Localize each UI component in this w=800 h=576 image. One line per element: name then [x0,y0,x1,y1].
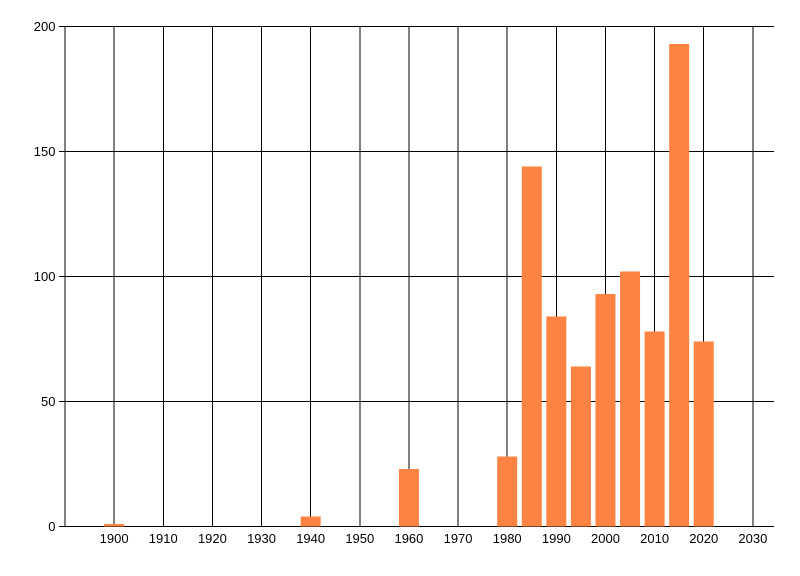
x-tick-label-1960: 1960 [394,531,423,546]
x-tick-label-1990: 1990 [542,531,571,546]
y-tick-label-50: 50 [41,394,55,409]
x-tick-label-2020: 2020 [689,531,718,546]
bars [104,44,714,527]
bar-1900 [104,524,125,527]
bar-1940 [300,516,321,527]
bar-1995 [570,366,591,527]
gridlines [59,26,774,527]
x-tick-label-1970: 1970 [444,531,473,546]
x-tick-label-2010: 2010 [640,531,669,546]
bar-1990 [546,316,567,527]
bar-2010 [644,331,665,527]
bar-2015 [669,44,690,527]
bar-1960 [398,469,419,527]
y-tick-label-200: 200 [34,19,56,34]
y-tick-label-150: 150 [34,144,56,159]
bar-2020 [693,341,714,527]
x-tick-label-2030: 2030 [738,531,767,546]
x-tick-label-2000: 2000 [591,531,620,546]
x-tick-label-1940: 1940 [296,531,325,546]
x-tick-label-1920: 1920 [198,531,227,546]
tick-labels: 0 50 100 150 200 1900 1910 1920 1930 1940 1950 1960… [34,19,768,546]
x-tick-label-1980: 1980 [493,531,522,546]
y-tick-label-0: 0 [48,519,55,534]
x-tick-label-1910: 1910 [149,531,178,546]
y-tick-label-100: 100 [34,269,56,284]
bar-2000 [595,294,616,527]
bar-1985 [521,166,542,527]
x-tick-label-1900: 1900 [100,531,129,546]
bar-2005 [620,271,641,527]
x-tick-label-1950: 1950 [345,531,374,546]
x-tick-label-1930: 1930 [247,531,276,546]
bar-1980 [497,456,518,527]
